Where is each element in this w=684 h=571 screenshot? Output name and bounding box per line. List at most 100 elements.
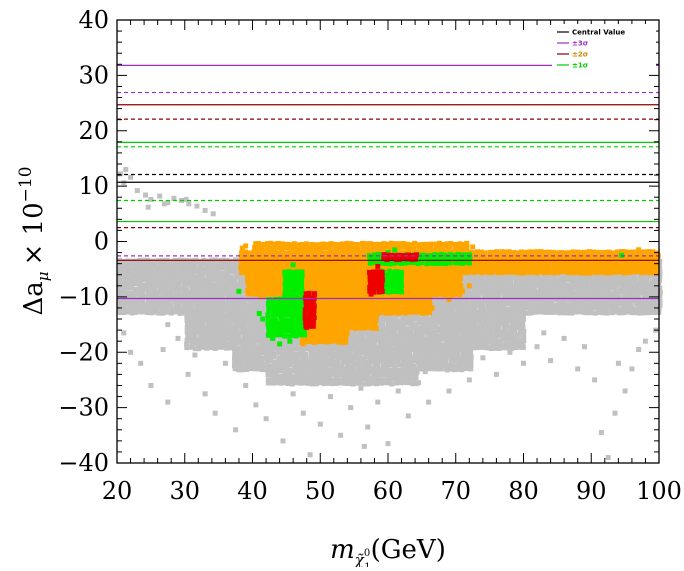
scatter-point [338, 266, 344, 272]
scatter-point [548, 297, 554, 303]
scatter-point [413, 329, 419, 334]
scatter-point [224, 306, 230, 312]
scatter-point [498, 270, 504, 276]
scatter-point [450, 283, 456, 289]
scatter-point [453, 271, 458, 277]
scatter-point [464, 354, 470, 360]
scatter-point [196, 346, 201, 352]
scatter-point [524, 281, 530, 287]
scatter-point [508, 314, 514, 319]
scatter-point [421, 341, 427, 347]
scatter-point [306, 261, 312, 267]
scatter-point [406, 380, 412, 386]
scatter-point [236, 338, 242, 344]
scatter-point [279, 362, 285, 368]
scatter-point [287, 273, 293, 278]
scatter-point [336, 331, 342, 337]
scatter-point [428, 329, 434, 335]
scatter-point [522, 270, 528, 276]
scatter-point [496, 294, 502, 300]
scatter-point [381, 241, 387, 247]
scatter-point [352, 333, 357, 339]
scatter-point [550, 249, 556, 255]
scatter-point [492, 345, 498, 351]
scatter-point [343, 306, 349, 312]
scatter-point [389, 316, 395, 322]
scatter-point [539, 269, 545, 275]
scatter-point [511, 250, 517, 256]
scatter-point [596, 298, 602, 304]
scatter-point [240, 346, 246, 352]
scatter-point [517, 325, 523, 330]
scatter-point [419, 354, 425, 360]
scatter-point [372, 333, 378, 339]
scatter-point [474, 269, 480, 275]
scatter-point [340, 245, 346, 251]
scatter-point [394, 250, 400, 256]
scatter-point [570, 265, 576, 271]
scatter-point [607, 257, 613, 263]
scatter-point [216, 337, 222, 343]
scatter-point [311, 311, 317, 317]
scatter-point [319, 297, 325, 303]
scatter-point [121, 298, 127, 304]
scatter-point [567, 262, 573, 267]
scatter-point [349, 272, 355, 278]
scatter-point [466, 265, 472, 271]
scatter-point [300, 246, 306, 252]
scatter-point [449, 272, 455, 278]
scatter-point [419, 302, 425, 307]
scatter-point [395, 301, 401, 307]
scatter-point [145, 278, 151, 284]
scatter-point [512, 328, 517, 334]
scatter-point [421, 329, 427, 335]
scatter-point [425, 329, 430, 335]
scatter-point [347, 257, 353, 263]
scatter-point [250, 284, 255, 290]
scatter-point [517, 293, 523, 299]
scatter-point [397, 321, 402, 327]
scatter-point [245, 310, 251, 316]
scatter-point [487, 338, 493, 344]
scatter-point [335, 335, 341, 341]
scatter-point [541, 330, 547, 336]
scatter-point [464, 298, 470, 303]
scatter-point [460, 347, 466, 353]
scatter-point [284, 342, 290, 347]
scatter-point [189, 289, 195, 295]
scatter-point [285, 324, 291, 330]
scatter-point [124, 290, 130, 296]
scatter-point [125, 270, 131, 276]
scatter-point [460, 313, 466, 318]
scatter-point [372, 328, 378, 334]
scatter-point [344, 358, 350, 364]
scatter-point [369, 313, 375, 319]
scatter-point [591, 265, 597, 271]
scatter-point [638, 249, 644, 255]
scatter-point [360, 337, 366, 343]
scatter-point [349, 314, 355, 319]
scatter-point [367, 284, 373, 290]
scatter-point [320, 338, 326, 344]
scatter-point [331, 338, 337, 344]
scatter-point [646, 261, 652, 267]
scatter-point [340, 302, 346, 308]
scatter-point [518, 265, 524, 271]
scatter-point [488, 325, 494, 331]
scatter-point [346, 261, 352, 267]
scatter-point [303, 262, 309, 268]
scatter-point [363, 250, 369, 256]
scatter-point [530, 269, 536, 275]
scatter-point [332, 341, 338, 347]
scatter-point [372, 336, 378, 342]
scatter-point [597, 278, 603, 284]
scatter-point [396, 346, 402, 352]
scatter-point [359, 305, 365, 311]
scatter-point [307, 335, 313, 341]
scatter-point [306, 373, 312, 379]
scatter-point [620, 286, 626, 292]
scatter-point [253, 284, 259, 290]
scatter-point [298, 261, 304, 267]
scatter-point [653, 290, 659, 296]
scatter-point [468, 290, 474, 296]
